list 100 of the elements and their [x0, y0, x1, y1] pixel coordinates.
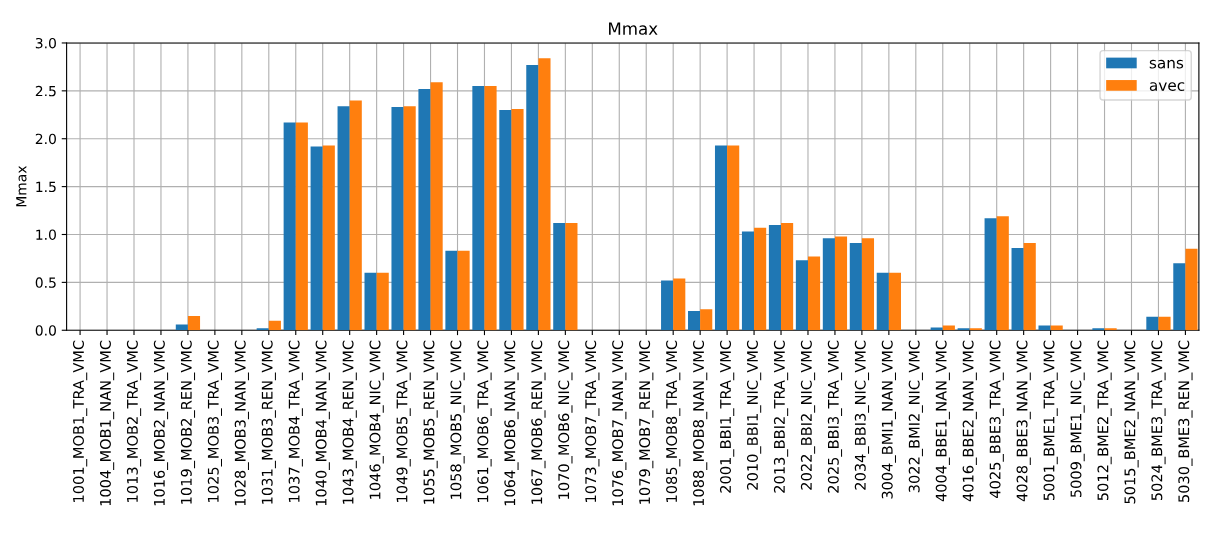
- x-tick-label: 1046_MOB4_NIC_VMC: [369, 340, 384, 499]
- y-tick-label: 0.5: [35, 277, 56, 288]
- bar: [418, 88, 431, 331]
- bar: [688, 311, 701, 331]
- bar: [553, 223, 566, 331]
- x-tick-label: 1037_MOB4_TRA_VMC: [288, 340, 303, 502]
- x-tick-label: 1079_MOB7_REN_VMC: [639, 340, 654, 504]
- bar: [714, 145, 728, 331]
- bar: [322, 145, 335, 331]
- bar: [511, 109, 524, 331]
- bar: [834, 236, 848, 331]
- bar: [376, 272, 389, 331]
- x-tick-label: 2022_BBI2_NIC_VMC: [800, 340, 816, 490]
- x-tick-label: 1055_MOB5_REN_VMC: [423, 340, 438, 504]
- x-tick-label: 2001_BBI1_TRA_VMC: [719, 340, 735, 493]
- y-tick-label: 3.0: [35, 37, 56, 49]
- y-tick-label: 0.0: [35, 325, 56, 336]
- bar: [876, 272, 889, 331]
- bar: [768, 224, 782, 331]
- bar: [364, 272, 377, 331]
- x-tick-label: 5001_BME1_TRA_VMC: [1043, 340, 1058, 501]
- x-tick-label: 4016_BBE2_NAN_VMC: [962, 340, 977, 502]
- y-tick-label: 1.0: [36, 229, 56, 240]
- x-tick-label: 5012_BME2_TRA_VMC: [1097, 340, 1112, 501]
- x-tick-label: 1019_MOB2_REN_VMC: [180, 340, 196, 504]
- x-tick-label: 5015_BME2_NAN_VMC: [1124, 340, 1139, 504]
- x-tick-label: 1043_MOB4_REN_VMC: [342, 340, 357, 504]
- bar: [849, 243, 862, 331]
- x-tick-label: 3022_BMI2_NIC_VMC: [908, 340, 923, 493]
- y-tick-label: 2.0: [35, 133, 56, 145]
- bar: [337, 106, 350, 331]
- x-tick-label: 1073_MOB7_TRA_VMC: [585, 340, 600, 502]
- x-tick-label: 1070_MOB6_NIC_VMC: [558, 340, 573, 499]
- bar: [499, 110, 512, 331]
- bar: [754, 227, 767, 331]
- x-tick-label: 2025_BBI3_TRA_VMC: [827, 340, 843, 493]
- bar: [888, 272, 901, 331]
- x-tick-label: 2010_BBI1_NIC_VMC: [746, 340, 762, 490]
- x-tick-label: 1031_MOB3_REN_VMC: [261, 340, 276, 504]
- bar: [861, 238, 875, 331]
- x-tick-label: 1028_MOB3_NAN_VMC: [234, 340, 249, 506]
- bar: [310, 146, 323, 331]
- bar: [1011, 247, 1024, 331]
- bar: [457, 250, 470, 331]
- x-tick-label: 1013_MOB2_TRA_VMC: [126, 340, 142, 502]
- y-tick-label: 1.5: [36, 181, 56, 193]
- bar: [1158, 316, 1171, 331]
- legend-label: sans: [1149, 59, 1184, 69]
- bar: [538, 58, 551, 331]
- x-tick-label: 4004_BBE1_NAN_VMC: [935, 340, 950, 502]
- x-tick-label: 1025_MOB3_TRA_VMC: [207, 340, 223, 502]
- bar: [187, 315, 201, 331]
- x-tick-label: 3004_BMI1_NAN_VMC: [881, 340, 896, 499]
- bar: [283, 122, 296, 331]
- bar: [673, 278, 686, 331]
- x-tick-label: 1058_MOB5_NIC_VMC: [450, 340, 465, 499]
- bar: [700, 309, 713, 331]
- bar: [445, 250, 458, 331]
- bar: [741, 231, 755, 331]
- chart-title: Mmax: [609, 22, 658, 35]
- bar: [795, 260, 808, 331]
- bar: [822, 238, 835, 331]
- bar: [942, 325, 955, 331]
- bar: [1185, 248, 1198, 331]
- bar: [984, 218, 997, 331]
- x-tick-label: 1061_MOB6_TRA_VMC: [477, 340, 492, 502]
- x-tick-label: 1001_MOB1_TRA_VMC: [72, 340, 88, 502]
- bar: [484, 86, 497, 331]
- bar: [349, 100, 362, 331]
- bar: [1038, 325, 1051, 331]
- x-tick-label: 2034_BBI3_NIC_VMC: [854, 340, 870, 490]
- bar: [391, 107, 404, 331]
- x-tick-label: 5024_BME3_TRA_VMC: [1151, 340, 1166, 501]
- x-tick-label: 1004_MOB1_NAN_VMC: [99, 340, 115, 506]
- x-tick-label: 1085_MOB8_TRA_VMC: [666, 340, 681, 502]
- bar: [661, 280, 674, 331]
- x-tick-label: 1076_MOB7_NAN_VMC: [612, 340, 627, 506]
- x-tick-label: 2013_BBI2_TRA_VMC: [773, 340, 789, 493]
- bar: [430, 82, 443, 331]
- bar: [781, 223, 794, 331]
- x-tick-label: 1040_MOB4_NAN_VMC: [315, 340, 330, 506]
- x-tick-label: 1088_MOB8_NAN_VMC: [693, 340, 708, 506]
- bar: [268, 320, 281, 331]
- x-tick-label: 1049_MOB5_TRA_VMC: [396, 340, 411, 502]
- bar: [1023, 243, 1036, 331]
- x-tick-label: 1067_MOB6_REN_VMC: [531, 340, 546, 504]
- bar: [930, 327, 943, 331]
- bar: [295, 122, 308, 331]
- x-tick-label: 4025_BBE3_TRA_VMC: [989, 340, 1004, 498]
- y-tick-label: 2.5: [35, 85, 56, 97]
- bar: [1050, 325, 1063, 331]
- bar: [727, 145, 740, 331]
- x-tick-label: 5009_BME1_NIC_VMC: [1070, 340, 1085, 498]
- bar: [1146, 316, 1159, 331]
- bar: [996, 216, 1009, 331]
- x-tick-label: 1016_MOB2_NAN_VMC: [153, 340, 169, 506]
- legend-label: avec: [1149, 82, 1185, 91]
- x-tick-label: 5030_BME3_REN_VMC: [1178, 340, 1193, 502]
- bar: [565, 223, 578, 331]
- bar: [1173, 263, 1186, 331]
